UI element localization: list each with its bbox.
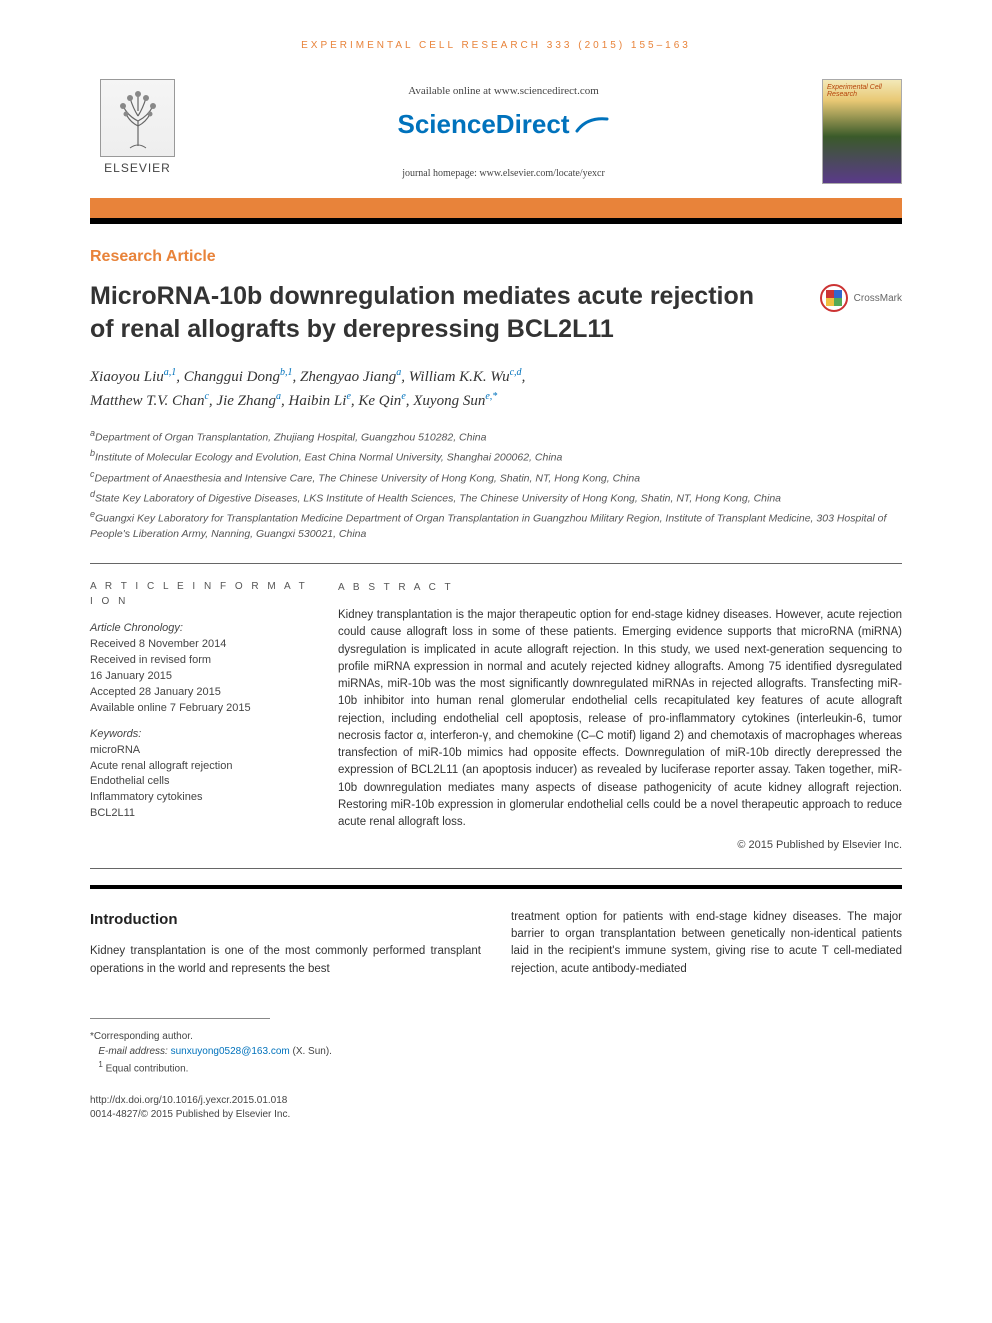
crossmark-icon (820, 284, 848, 312)
journal-homepage[interactable]: journal homepage: www.elsevier.com/locat… (195, 168, 812, 179)
intro-col1: Kidney transplantation is one of the mos… (90, 943, 481, 978)
article-info-column: A R T I C L E I N F O R M A T I O N Arti… (90, 580, 308, 854)
author-5: Matthew T.V. Chan (90, 393, 204, 409)
intro-col2: treatment option for patients with end-s… (511, 909, 902, 978)
author-8: , Ke Qin (351, 393, 401, 409)
elsevier-logo[interactable]: ELSEVIER (90, 79, 185, 184)
introduction-heading: Introduction (90, 909, 481, 932)
affil-c: Department of Anaesthesia and Intensive … (95, 472, 641, 484)
author-1: Xiaoyou Liu (90, 369, 164, 385)
elsevier-name: ELSEVIER (104, 161, 171, 175)
journal-cover[interactable]: Experimental Cell Research (822, 79, 902, 184)
chron-revised1: Received in revised form (90, 653, 308, 669)
fn-email-label: E-mail address: (98, 1046, 170, 1057)
chron-online: Available online 7 February 2015 (90, 701, 308, 717)
chron-received: Received 8 November 2014 (90, 637, 308, 653)
keywords-label: Keywords: (90, 727, 308, 743)
author-1-affil[interactable]: a,1 (164, 367, 177, 378)
author-4: , William K.K. Wu (401, 369, 509, 385)
author-2-affil[interactable]: b,1 (280, 367, 293, 378)
fn-email-suffix: (X. Sun). (290, 1046, 332, 1057)
sciencedirect-logo[interactable]: ScienceDirect (195, 109, 812, 140)
divider-above-abstract (90, 563, 902, 564)
affil-a: Department of Organ Transplantation, Zhu… (95, 432, 486, 444)
doi-url[interactable]: http://dx.doi.org/10.1016/j.yexcr.2015.0… (90, 1094, 481, 1108)
abstract-heading: A B S T R A C T (338, 580, 902, 595)
author-4-affil[interactable]: c,d (510, 367, 522, 378)
author-3: , Zhengyao Jiang (293, 369, 397, 385)
introduction-section: Introduction Kidney transplantation is o… (90, 909, 902, 1122)
keyword-4: BCL2L11 (90, 806, 308, 822)
doi-issn: 0014-4827/© 2015 Published by Elsevier I… (90, 1108, 481, 1122)
crossmark-badge[interactable]: CrossMark (820, 284, 902, 312)
sciencedirect-swoosh-icon (575, 113, 609, 135)
black-bar-mid (90, 885, 902, 889)
author-9: , Xuyong Sun (406, 393, 486, 409)
article-info-heading: A R T I C L E I N F O R M A T I O N (90, 580, 308, 609)
chron-accepted: Accepted 28 January 2015 (90, 685, 308, 701)
fn-corresponding: *Corresponding author. (90, 1031, 193, 1042)
affil-b: Institute of Molecular Ecology and Evolu… (95, 452, 562, 464)
divider-below-abstract (90, 868, 902, 869)
keyword-1: Acute renal allograft rejection (90, 759, 308, 775)
footnotes-block: *Corresponding author. E-mail address: s… (90, 1029, 481, 1076)
keyword-3: Inflammatory cytokines (90, 790, 308, 806)
available-online: Available online at www.sciencedirect.co… (195, 85, 812, 97)
affiliations: aDepartment of Organ Transplantation, Zh… (90, 427, 902, 543)
running-head: EXPERIMENTAL CELL RESEARCH 333 (2015) 15… (90, 40, 902, 51)
footnote-rule (90, 1018, 270, 1023)
author-6: , Jie Zhang (209, 393, 276, 409)
crossmark-label: CrossMark (854, 293, 902, 304)
abstract-text: Kidney transplantation is the major ther… (338, 607, 902, 831)
abstract-copyright: © 2015 Published by Elsevier Inc. (338, 837, 902, 854)
orange-bar (90, 198, 902, 218)
authors: Xiaoyou Liua,1, Changgui Dongb,1, Zhengy… (90, 365, 902, 413)
chronology-label: Article Chronology: (90, 621, 308, 637)
publisher-header: ELSEVIER Available online at www.science… (90, 71, 902, 192)
fn-email-link[interactable]: sunxuyong0528@163.com (171, 1046, 290, 1057)
elsevier-tree-icon (100, 79, 175, 157)
article-title: MicroRNA-10b downregulation mediates acu… (90, 280, 770, 345)
keyword-0: microRNA (90, 743, 308, 759)
author-7: , Haibin Li (281, 393, 346, 409)
affil-d: State Key Laboratory of Digestive Diseas… (95, 492, 781, 504)
chron-revised2: 16 January 2015 (90, 669, 308, 685)
doi-block: http://dx.doi.org/10.1016/j.yexcr.2015.0… (90, 1094, 481, 1122)
journal-cover-title: Experimental Cell Research (827, 84, 897, 98)
sciencedirect-text: ScienceDirect (398, 109, 570, 140)
keyword-2: Endothelial cells (90, 774, 308, 790)
black-bar-top (90, 218, 902, 224)
abstract-column: A B S T R A C T Kidney transplantation i… (338, 580, 902, 854)
author-2: , Changgui Dong (176, 369, 280, 385)
author-9-affil[interactable]: e,* (485, 391, 497, 402)
article-type: Research Article (90, 248, 902, 266)
fn-equal: Equal contribution. (103, 1063, 189, 1074)
affil-e: Guangxi Key Laboratory for Transplantati… (90, 513, 886, 541)
